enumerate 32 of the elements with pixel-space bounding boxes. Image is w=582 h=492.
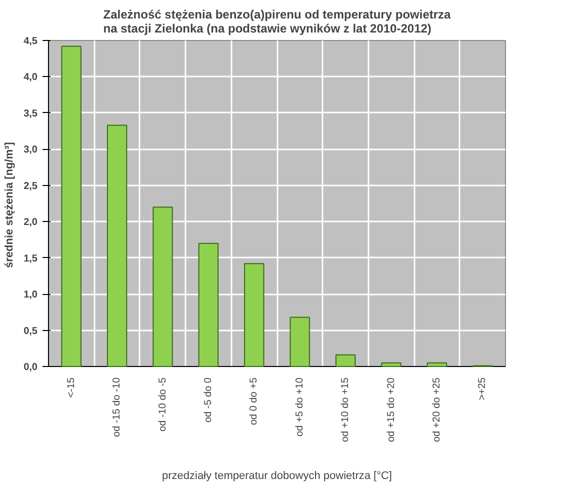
x-tick-label: od +15 do +20 [386,377,397,442]
x-tick-label: od +20 do +25 [431,377,442,442]
y-tick-label: 2,5 [24,180,38,192]
y-tick-label: 1,0 [24,290,38,301]
y-tick-label: 4,5 [24,36,38,47]
y-tick-label: 0,0 [24,362,38,373]
y-tick-label: 1,5 [24,253,38,264]
y-tick-label: 2,0 [24,217,38,228]
x-axis-title: przedziały temperatur dobowych powietrza [°C] [162,470,392,482]
bar [244,263,264,367]
x-tick-label: od +10 do +15 [340,377,352,442]
x-tick-label: od -10 do -5 [157,377,168,432]
y-tick-label: 3,0 [24,144,38,156]
y-tick-label: 4,0 [24,72,38,84]
x-tick-label: od 0 do +5 [248,377,260,426]
y-tick-label: 3,5 [24,108,38,120]
bar [198,242,219,367]
bar [381,362,402,367]
bar [152,206,173,367]
x-tick-label: od -15 do -10 [112,377,123,437]
x-tick-label: od -5 do 0 [202,377,214,423]
y-tick-label: 0,5 [24,326,38,337]
bar [335,354,356,367]
bar [61,46,82,367]
x-tick-label: >+25 [477,377,488,400]
y-axis-title: średnie stężenia [ng/m³] [4,142,16,268]
bar [290,316,310,367]
x-tick-label: od +5 do +10 [294,377,306,436]
bar [426,362,448,367]
x-tick-label: <-15 [66,377,77,398]
chart-title: Zależność stężenia benzo(a)pirenu od temperatury powietrza na stacji Zielonka (na podstawie wyników z lat 2010-2012) [103,8,452,36]
bar [106,124,128,367]
